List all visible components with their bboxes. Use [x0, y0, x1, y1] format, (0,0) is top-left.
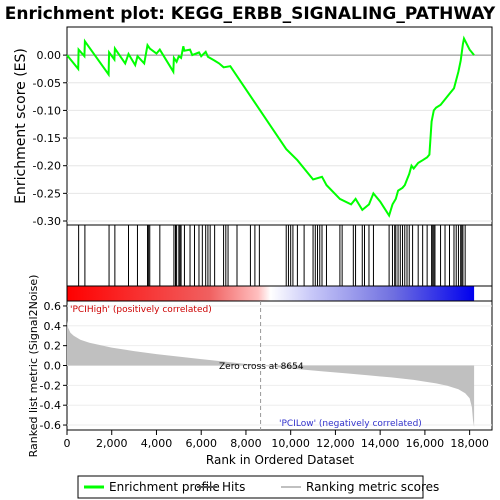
x-tick-label: 12,000 [316, 437, 355, 450]
metric-y-tick-label: -0.6 [40, 419, 61, 432]
hits-panel-frame [67, 225, 492, 286]
es-y-axis-label: Enrichment score (ES) [13, 48, 29, 204]
chart-title: Enrichment plot: KEGG_ERBB_SIGNALING_PAT… [5, 4, 496, 24]
x-tick-label: 16,000 [406, 437, 445, 450]
x-tick-label: 10,000 [271, 437, 310, 450]
metric-y-tick-label: 0.6 [44, 300, 62, 313]
es-y-tick-label: 0.00 [37, 49, 62, 62]
metric-y-tick-label: -0.4 [40, 399, 61, 412]
metric-y-ticks: 0.6 0.4 0.2 0.0 -0.2 -0.4 -0.6 [40, 300, 67, 432]
es-panel: 0.00 -0.05 -0.10 -0.15 -0.20 -0.25 -0.30 Enric… [13, 27, 492, 228]
es-y-tick-label: -0.05 [33, 77, 61, 90]
es-y-tick-label: -0.25 [33, 187, 61, 200]
rank-color-bar [67, 286, 474, 301]
es-y-tick-label: -0.30 [33, 215, 61, 228]
x-axis-ticks: 0 2,000 4,000 6,000 8,000 10,000 12,000 14,000 1… [64, 430, 489, 450]
metric-y-tick-label: 0.4 [44, 320, 62, 333]
metric-y-tick-label: 0.0 [44, 360, 62, 373]
es-y-ticks: 0.00 -0.05 -0.10 -0.15 -0.20 -0.25 -0.30 [33, 49, 67, 228]
zero-cross-label: Zero cross at 8654 [219, 362, 304, 372]
metric-panel: 0.6 0.4 0.2 0.0 -0.2 -0.4 -0.6 'PCIHigh' (posi… [27, 275, 492, 458]
legend: Enrichment profile Hits Ranking metric sco… [78, 476, 439, 498]
x-tick-label: 8,000 [230, 437, 262, 450]
x-tick-label: 14,000 [361, 437, 400, 450]
negative-correlation-label: 'PCILow' (negatively correlated) [279, 419, 422, 429]
metric-y-tick-label: 0.2 [44, 340, 62, 353]
es-y-tick-label: -0.15 [33, 132, 61, 145]
hits-panel [67, 225, 492, 301]
x-tick-label: 0 [64, 437, 71, 450]
metric-y-axis-label: Ranked list metric (Signal2Noise) [27, 275, 40, 458]
positive-correlation-label: 'PCIHigh' (positively correlated) [70, 305, 212, 315]
es-y-tick-label: -0.10 [33, 104, 61, 117]
es-y-tick-label: -0.20 [33, 160, 61, 173]
x-tick-label: 2,000 [96, 437, 128, 450]
x-tick-label: 18,000 [450, 437, 489, 450]
x-tick-label: 4,000 [141, 437, 173, 450]
x-tick-label: 6,000 [185, 437, 217, 450]
x-axis-label: Rank in Ordered Dataset [206, 453, 354, 467]
legend-label: Hits [222, 480, 245, 494]
legend-label: Ranking metric scores [306, 480, 439, 494]
metric-y-tick-label: -0.2 [40, 379, 61, 392]
